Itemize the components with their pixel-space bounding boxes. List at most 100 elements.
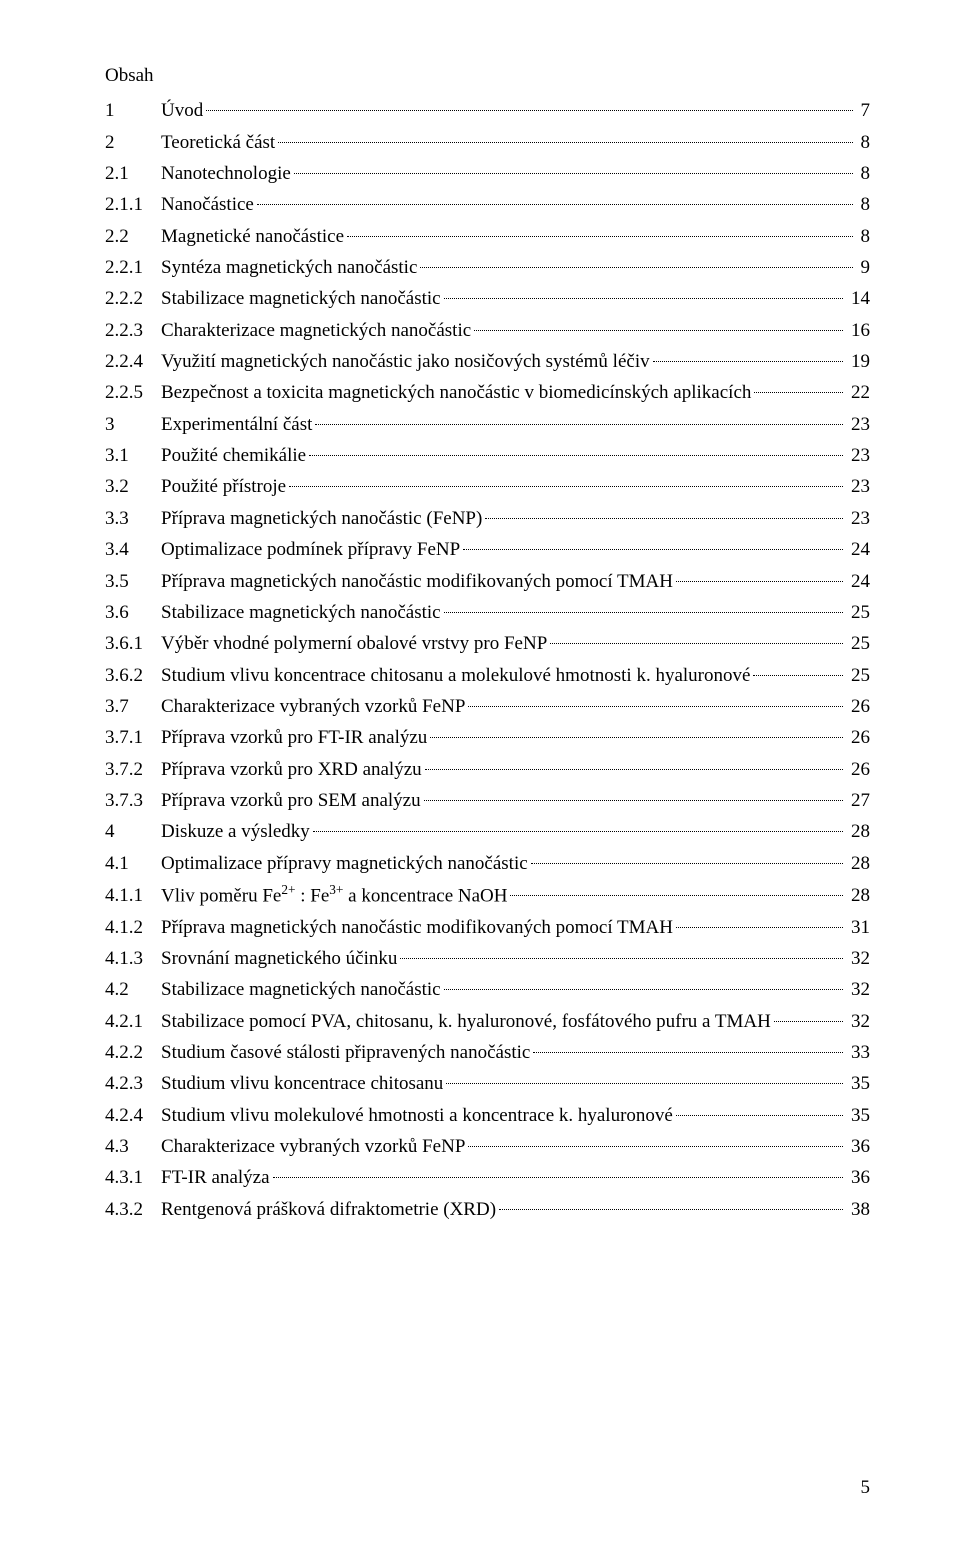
toc-leader [531,862,844,864]
toc-leader [474,329,843,331]
toc-entry-label: Příprava magnetických nanočástic (FeNP) [161,503,482,534]
toc-entry: 3.6.1Výběr vhodné polymerní obalové vrst… [105,628,870,659]
toc-entry-page: 36 [846,1131,870,1162]
toc-entry-number: 4.2.2 [105,1037,161,1068]
toc-entry-label: Optimalizace podmínek přípravy FeNP [161,534,460,565]
toc-entry-page: 32 [846,1006,870,1037]
toc-entry-number: 3 [105,409,161,440]
toc-entry: 3.3Příprava magnetických nanočástic (FeN… [105,503,870,534]
toc-entry: 3Experimentální část 23 [105,409,870,440]
toc-entry-label: Teoretická část [161,127,275,158]
toc-entry-number: 2.1.1 [105,189,161,220]
toc-entry: 3.1Použité chemikálie 23 [105,440,870,471]
toc-entry-label: Příprava vzorků pro SEM analýzu [161,785,421,816]
toc-entry-page: 36 [846,1162,870,1193]
toc-entry-label: Srovnání magnetického účinku [161,943,397,974]
toc-entry-label: Rentgenová prášková difraktometrie (XRD) [161,1194,496,1225]
toc-entry-label: Použité přístroje [161,471,286,502]
toc-entry-page: 23 [846,471,870,502]
toc-leader [424,799,844,801]
toc-leader [676,580,843,582]
toc-leader [774,1020,843,1022]
toc-entry: 2.2.3Charakterizace magnetických nanočás… [105,315,870,346]
toc-entry-number: 2.2.3 [105,315,161,346]
toc-entry-number: 2.2.2 [105,283,161,314]
toc-entry-page: 23 [846,503,870,534]
toc-entry-page: 27 [846,785,870,816]
toc-entry-label: Příprava magnetických nanočástic modifik… [161,912,673,943]
toc-leader [463,548,843,550]
toc-title: Obsah [105,60,870,91]
toc-entry-number: 3.7.1 [105,722,161,753]
toc-entry: 4.2.2Studium časové stálosti připravenýc… [105,1037,870,1068]
toc-entry-page: 25 [846,597,870,628]
toc-entry-page: 28 [846,816,870,847]
toc-entry-label: Nanotechnologie [161,158,291,189]
toc-entry-label: Charakterizace magnetických nanočástic [161,315,471,346]
toc-entry: 4.3.1FT-IR analýza 36 [105,1162,870,1193]
toc-entry: 4.2.1Stabilizace pomocí PVA, chitosanu, … [105,1006,870,1037]
toc-entry-number: 3.7 [105,691,161,722]
toc-leader [444,297,844,299]
toc-leader [754,391,843,393]
toc-entry-number: 2.2.4 [105,346,161,377]
toc-entry-label: Výběr vhodné polymerní obalové vrstvy pr… [161,628,547,659]
toc-entry: 2.2.2Stabilizace magnetických nanočástic… [105,283,870,314]
toc-leader [533,1051,843,1053]
toc-entry-number: 3.7.2 [105,754,161,785]
toc-entry-label: Magnetické nanočástice [161,221,344,252]
toc-entry-number: 2 [105,127,161,158]
toc-entry-label: Použité chemikálie [161,440,306,471]
toc-entry-number: 3.2 [105,471,161,502]
toc-leader [206,109,853,111]
toc-entry-page: 32 [846,943,870,974]
toc-entry-label: Využití magnetických nanočástic jako nos… [161,346,650,377]
toc-leader [347,235,853,237]
toc-entry-label: Studium vlivu koncentrace chitosanu [161,1068,443,1099]
toc-entry-page: 24 [846,566,870,597]
toc-entry-number: 2.1 [105,158,161,189]
toc-entry-page: 23 [846,440,870,471]
toc-entry-page: 19 [846,346,870,377]
toc-entry-label: Nanočástice [161,189,254,220]
toc-entry-page: 24 [846,534,870,565]
toc-leader [273,1176,844,1178]
toc-entry-page: 14 [846,283,870,314]
toc-entry-label: Studium vlivu koncentrace chitosanu a mo… [161,660,750,691]
toc-entry-label: Stabilizace magnetických nanočástic [161,974,441,1005]
toc-entry: 2.2.4Využití magnetických nanočástic jak… [105,346,870,377]
toc-entry-page: 8 [856,127,870,158]
toc-entry-number: 4.1.1 [105,880,161,911]
toc-leader [468,1145,843,1147]
page-number: 5 [861,1472,871,1503]
toc-entry-label: Experimentální část [161,409,312,440]
toc-entry-page: 26 [846,691,870,722]
toc-entry-number: 4.1.3 [105,943,161,974]
toc-entry-page: 7 [856,95,870,126]
toc-entry: 4.2.3Studium vlivu koncentrace chitosanu… [105,1068,870,1099]
toc-entry-page: 16 [846,315,870,346]
toc-entry-number: 2.2.1 [105,252,161,283]
toc-entry-label: Studium vlivu molekulové hmotnosti a kon… [161,1100,673,1131]
toc-entry-number: 4.1 [105,848,161,879]
toc-entry-number: 3.7.3 [105,785,161,816]
toc-entry-number: 4.2 [105,974,161,1005]
toc-entry-number: 4.2.3 [105,1068,161,1099]
toc-leader [753,674,843,676]
toc-entry-page: 8 [856,189,870,220]
toc-entry: 3.5Příprava magnetických nanočástic modi… [105,566,870,597]
toc-entry: 3.2Použité přístroje 23 [105,471,870,502]
toc-entry-number: 4.2.1 [105,1006,161,1037]
toc-entry-label: Studium časové stálosti připravených nan… [161,1037,530,1068]
toc-entry-label: Syntéza magnetických nanočástic [161,252,417,283]
toc-entry-page: 25 [846,628,870,659]
toc-entry: 4.1.1Vliv poměru Fe2+ : Fe3+ a koncentra… [105,879,870,912]
toc-entry-page: 8 [856,158,870,189]
toc-entry-page: 35 [846,1100,870,1131]
toc-leader [510,894,843,896]
toc-entry-label: Stabilizace magnetických nanočástic [161,597,441,628]
toc-entry: 3.6Stabilizace magnetických nanočástic 2… [105,597,870,628]
toc-body: 1Úvod 72Teoretická část 82.1Nanotechnolo… [105,95,870,1225]
toc-leader [499,1208,843,1210]
toc-entry-label: Bezpečnost a toxicita magnetických nanoč… [161,377,751,408]
